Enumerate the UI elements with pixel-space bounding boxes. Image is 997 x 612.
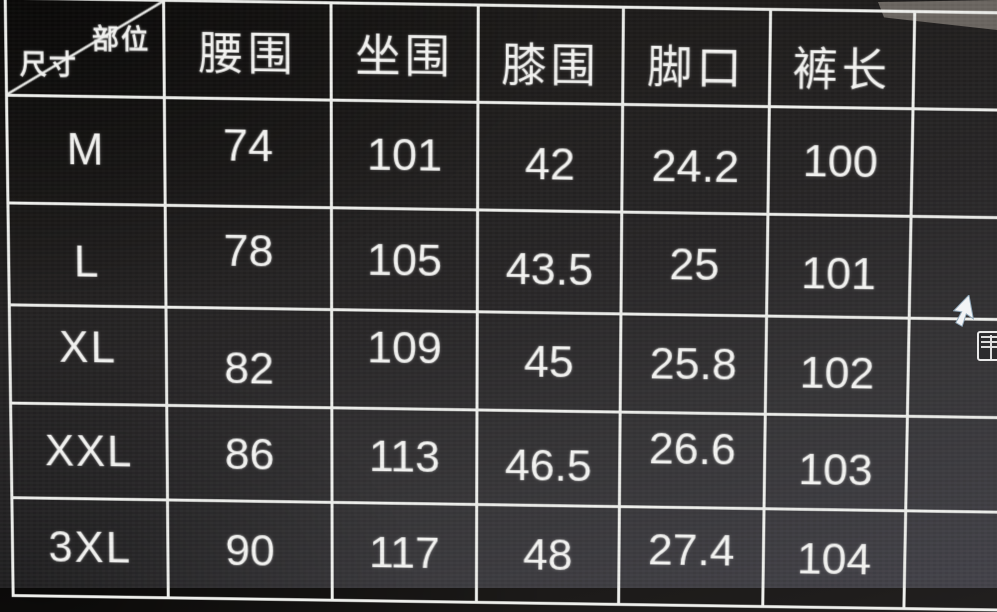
header-corner-cell: 部位 尺寸 [6, 0, 166, 100]
table-cell: 42 [479, 103, 625, 214]
row-label: 3XL [13, 499, 170, 600]
size-chart-table: 部位 尺寸 腰围 坐围 膝围 脚口 裤长 M 74 101 42 24.2 10… [3, 0, 997, 612]
table-cell: 102 [766, 317, 911, 418]
table-cell: 101 [768, 215, 913, 320]
row-label: XL [10, 306, 169, 407]
table-cell: 104 [764, 510, 908, 611]
corner-label-part: 部位 [91, 24, 151, 56]
table-cell: 90 [168, 501, 334, 602]
table-cell: 113 [333, 409, 479, 506]
arrow-cursor [952, 293, 983, 334]
table-cell: 48 [477, 505, 621, 606]
table-cell: 25.8 [621, 315, 769, 416]
table-cell: 109 [333, 311, 479, 412]
row-label: XXL [12, 404, 169, 502]
table-cell: 25 [622, 213, 770, 318]
table-cell: 45 [478, 313, 623, 414]
column-header-pants-length: 裤长 [770, 10, 917, 111]
row-label: M [8, 96, 167, 207]
table-cell: 100 [769, 108, 915, 218]
table-cell: 103 [765, 415, 909, 513]
table-cell: 86 [168, 406, 334, 504]
empty-cell [912, 110, 997, 220]
column-header-knee: 膝围 [479, 6, 625, 106]
table-cell: 117 [333, 503, 479, 604]
table-cell: 82 [167, 308, 334, 410]
table-cell: 101 [332, 101, 480, 212]
corner-label-size: 尺寸 [19, 49, 79, 81]
empty-cell [905, 512, 997, 612]
row-label: L [9, 204, 168, 309]
busy-badge-icon [977, 331, 997, 361]
table-cell: 46.5 [478, 411, 622, 509]
table-cell: 74 [165, 99, 333, 210]
empty-cell [907, 417, 997, 514]
header-empty-cell [914, 13, 997, 112]
table-cell: 43.5 [478, 211, 624, 316]
column-header-leg-opening: 脚口 [624, 8, 773, 109]
column-header-seat: 坐围 [332, 4, 480, 104]
column-header-waist: 腰围 [165, 1, 333, 102]
table-cell: 105 [332, 209, 480, 314]
table-cell: 78 [166, 206, 334, 312]
table-cell: 27.4 [620, 508, 766, 609]
table-cell: 24.2 [623, 105, 771, 216]
table-cell: 26.6 [620, 413, 767, 511]
